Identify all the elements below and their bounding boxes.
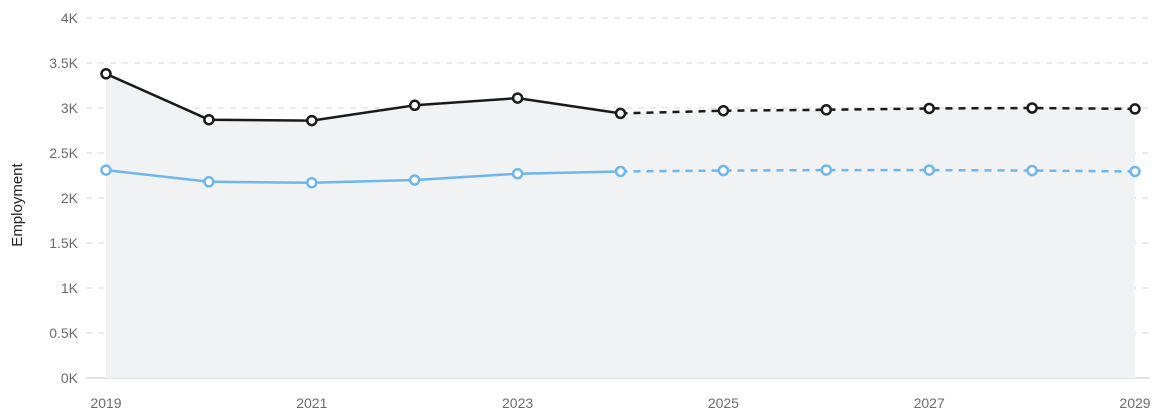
y-tick-label: 3K xyxy=(61,100,79,116)
series-2-point xyxy=(203,176,215,188)
y-tick-label: 1K xyxy=(61,280,79,296)
y-axis-ticks: 0K 0.5K 1K 1.5K 2K 2.5K 3K 3.5K 4K xyxy=(49,10,78,386)
series-2-actual-line xyxy=(105,168,621,184)
x-axis-ticks: 2019 2021 2023 2025 2027 2029 xyxy=(90,395,1150,411)
series-1-point xyxy=(1026,102,1038,114)
series-lines xyxy=(105,72,1136,184)
series-2-point xyxy=(614,165,627,178)
series-2-point xyxy=(717,164,730,177)
y-tick-label: 4K xyxy=(61,10,79,26)
series-1-point xyxy=(717,104,730,117)
series-points xyxy=(100,68,1141,189)
shaded-region xyxy=(106,73,1135,379)
series-1-point xyxy=(820,104,833,116)
series-1-point xyxy=(100,68,112,80)
series-2-point xyxy=(923,164,935,176)
series-1-point xyxy=(923,102,935,115)
x-tick-label: 2021 xyxy=(296,395,327,411)
x-tick-label: 2027 xyxy=(914,395,945,411)
y-axis-title: Employment xyxy=(9,162,26,246)
x-tick-label: 2019 xyxy=(90,395,121,411)
y-tick-label: 0K xyxy=(61,370,79,386)
series-1-point xyxy=(306,114,318,127)
y-tick-label: 3.5K xyxy=(49,55,78,71)
series-2-point xyxy=(1129,165,1141,178)
series-2-point xyxy=(1026,164,1038,177)
series-2-point xyxy=(408,174,421,186)
x-tick-label: 2029 xyxy=(1119,395,1150,411)
series-1-point xyxy=(1129,103,1141,115)
x-tick-label: 2025 xyxy=(708,395,739,411)
series-1-actual-line xyxy=(105,72,621,122)
series-1-point xyxy=(408,99,421,112)
y-tick-label: 1.5K xyxy=(49,235,78,251)
series-1-point xyxy=(614,107,627,120)
shaded-area xyxy=(106,73,1135,379)
series-2-point xyxy=(820,164,833,176)
x-tick-label: 2023 xyxy=(502,395,533,411)
series-2-point xyxy=(511,167,524,180)
series-1-point xyxy=(203,113,215,126)
series-2-point xyxy=(100,164,112,176)
series-1-point xyxy=(511,92,524,104)
y-tick-label: 2K xyxy=(61,190,79,206)
y-tick-label: 0.5K xyxy=(49,325,78,341)
y-tick-label: 2.5K xyxy=(49,145,78,161)
series-2-point xyxy=(306,176,318,189)
